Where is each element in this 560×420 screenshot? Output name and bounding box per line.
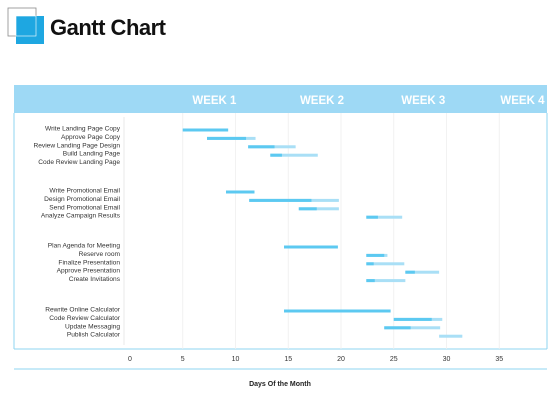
week-label: WEEK 4 [500, 95, 545, 107]
task-label: Approve Page Copy [61, 134, 121, 141]
progress-bar [366, 253, 385, 257]
task-label: Code Review Calculator [49, 315, 121, 322]
logo-icon [7, 7, 44, 44]
progress-bar [248, 145, 275, 149]
task-label: Build Landing Page [63, 151, 121, 158]
task-label: Plan Agenda for Meeting [48, 243, 121, 250]
planned-bar [439, 334, 463, 338]
task-label: Write Landing Page Copy [45, 126, 121, 133]
week-label: WEEK 3 [401, 95, 445, 107]
task-label: Approve Presentation [57, 268, 121, 275]
task-label: Finalize Presentation [58, 259, 120, 266]
x-tick-label: 20 [337, 356, 345, 363]
progress-bar [366, 215, 378, 219]
progress-bar [182, 128, 229, 132]
task-label: Rewrite Online Calculator [45, 307, 121, 314]
x-tick-label: 35 [495, 356, 503, 363]
x-tick-label: 25 [390, 356, 398, 363]
progress-bar [284, 309, 391, 313]
progress-bar [366, 262, 374, 266]
planned-bar [270, 153, 318, 157]
planned-bar [366, 262, 405, 266]
planned-bar [298, 207, 339, 211]
progress-bar [366, 279, 375, 283]
task-label: Design Promotional Email [44, 196, 120, 203]
x-tick-label: 5 [181, 356, 185, 363]
week-header-band [14, 85, 547, 113]
task-label: Review Landing Page Design [33, 142, 120, 149]
x-tick-label: 15 [284, 356, 292, 363]
progress-bar [393, 317, 432, 321]
planned-bar [384, 326, 441, 330]
progress-bar [270, 153, 282, 157]
progress-bar [284, 245, 338, 249]
task-label: Analyze Campaign Results [41, 213, 121, 220]
x-axis-label: Days Of the Month [249, 381, 311, 388]
task-label: Reserve room [79, 251, 121, 258]
planned-bar [405, 270, 440, 274]
x-tick-label: 10 [232, 356, 240, 363]
progress-bar [207, 136, 247, 140]
page-title: Gantt Chart [50, 15, 166, 40]
progress-bar [226, 190, 255, 194]
week-label: WEEK 1 [192, 95, 237, 107]
planned-bar [366, 279, 406, 283]
progress-bar [249, 198, 312, 202]
week-label: WEEK 2 [300, 95, 344, 107]
x-tick-label: 30 [443, 356, 451, 363]
task-label: Create Invitations [69, 276, 121, 283]
task-label: Code Review Landing Page [38, 159, 120, 166]
progress-bar [384, 326, 411, 330]
planned-bar [366, 215, 403, 219]
progress-bar [405, 270, 415, 274]
task-label: Update Messaging [65, 323, 120, 330]
task-label: Write Promotional Email [49, 188, 120, 195]
task-label: Send Promotional Email [49, 204, 120, 211]
progress-bar [298, 207, 317, 211]
task-label: Publish Calculator [67, 332, 121, 339]
x-tick-label: 0 [128, 356, 132, 363]
